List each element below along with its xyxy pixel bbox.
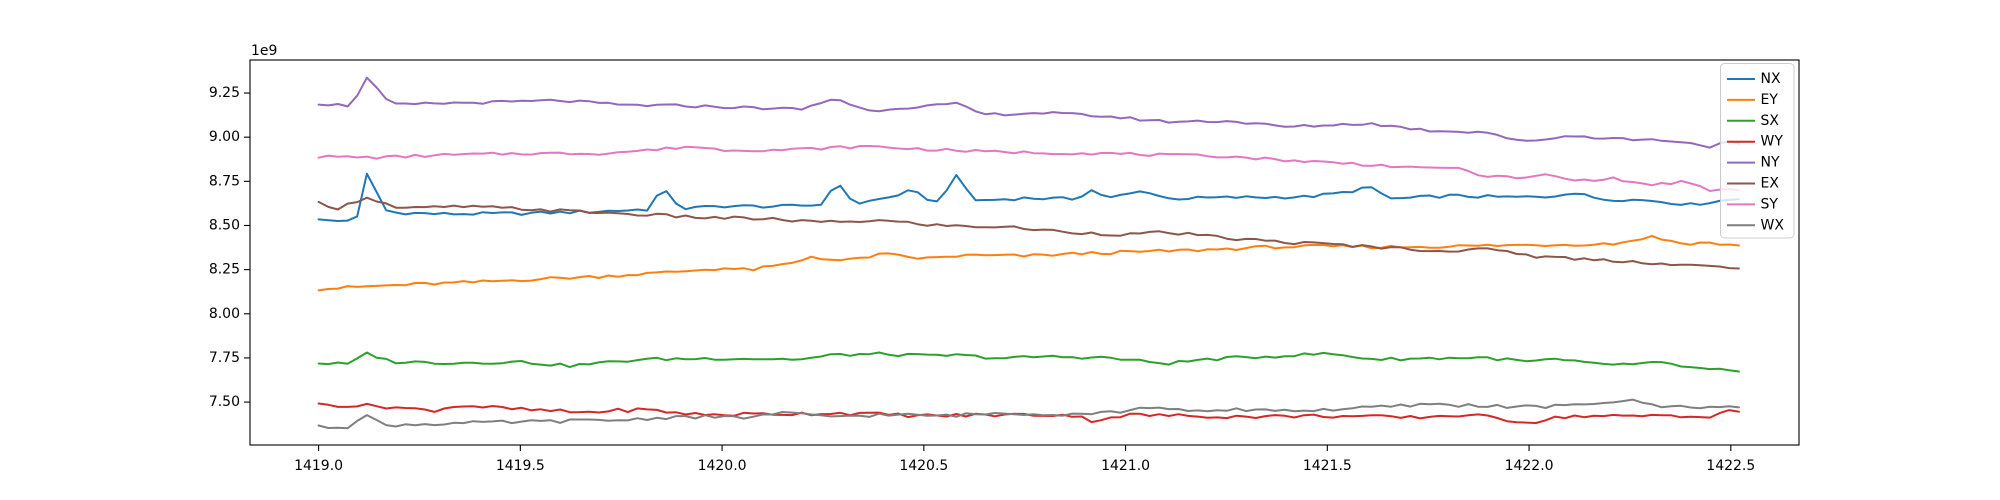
series-line-SX (317, 351, 1740, 373)
y-tick-label: 9.00 (209, 129, 240, 145)
y-tick-label: 7.75 (209, 350, 240, 366)
legend-label: NY (1761, 155, 1780, 171)
series-line-NY (317, 76, 1740, 149)
x-tick-label: 1420.0 (698, 458, 747, 474)
x-tick-label: 1420.5 (899, 458, 948, 474)
series-line-NX (317, 172, 1740, 222)
x-tick-label: 1421.5 (1303, 458, 1352, 474)
legend-entry-WX: WX (1727, 217, 1784, 233)
legend-box (1720, 63, 1795, 239)
legend-label: WY (1761, 134, 1784, 150)
y-tick-label: 8.50 (209, 217, 240, 233)
x-tick-label: 1422.5 (1706, 458, 1755, 474)
legend-entry-EX: EX (1727, 176, 1779, 192)
legend-label: SY (1761, 196, 1779, 212)
legend: NX EY SX WY NY EX SY WX (1720, 63, 1795, 239)
x-tick-label: 1421.0 (1101, 458, 1150, 474)
legend-label: EX (1761, 176, 1780, 192)
legend-label: WX (1761, 217, 1785, 233)
legend-entry-WY: WY (1727, 134, 1783, 150)
legend-entry-NY: NY (1727, 155, 1780, 171)
x-tick-label: 1419.5 (496, 458, 545, 474)
legend-label: EY (1761, 92, 1779, 108)
legend-entry-SY: SY (1727, 196, 1778, 212)
x-tick-label: 1422.0 (1505, 458, 1554, 474)
x-tick-label: 1419.0 (294, 458, 343, 474)
y-tick-label: 8.00 (209, 306, 240, 322)
axes-border (249, 59, 1800, 446)
legend-label: NX (1761, 71, 1781, 87)
series-line-SY (317, 145, 1740, 192)
legend-entry-EY: EY (1727, 92, 1778, 108)
series-line-EX (317, 196, 1740, 270)
legend-entry-SX: SX (1727, 113, 1779, 129)
y-tick-label: 8.25 (209, 262, 240, 278)
series-line-WX (317, 398, 1740, 430)
y-tick-label: 9.25 (209, 85, 240, 101)
series-line-EY (317, 234, 1740, 292)
y-axis: 7.50 7.75 8.00 8.25 8.50 8.75 9.00 9.25 (209, 85, 250, 410)
legend-entry-NX: NX (1727, 71, 1781, 87)
y-axis-offset-text: 1e9 (251, 43, 277, 59)
legend-label: SX (1761, 113, 1780, 129)
plot-area (317, 76, 1740, 430)
y-tick-label: 8.75 (209, 173, 240, 189)
x-axis: 1419.0 1419.5 1420.0 1420.5 1421.0 1421.5 1422… (294, 445, 1755, 474)
y-tick-label: 7.50 (209, 394, 240, 410)
